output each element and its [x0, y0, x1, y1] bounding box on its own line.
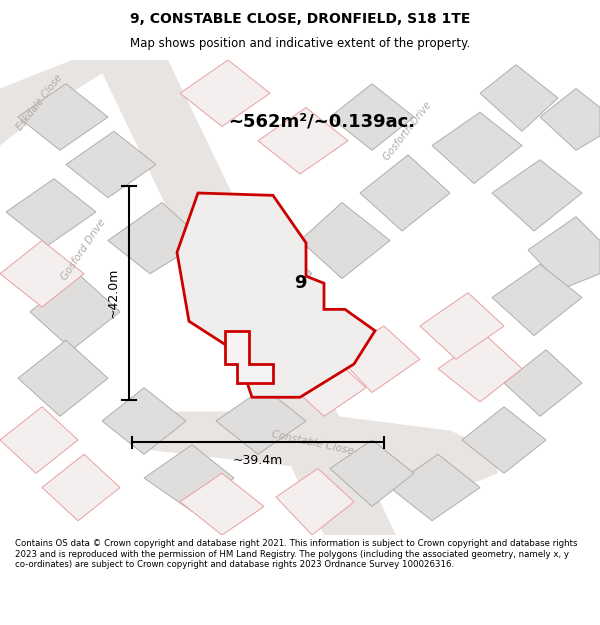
Polygon shape: [225, 331, 273, 383]
Polygon shape: [288, 354, 366, 416]
Polygon shape: [180, 60, 270, 126]
Polygon shape: [42, 454, 120, 521]
Text: Gosford Drive: Gosford Drive: [60, 217, 108, 282]
Polygon shape: [390, 454, 480, 521]
Polygon shape: [0, 241, 84, 307]
Text: Eskdale Close: Eskdale Close: [14, 73, 64, 132]
Text: ~42.0m: ~42.0m: [107, 268, 120, 318]
Polygon shape: [438, 336, 522, 402]
Text: Contains OS data © Crown copyright and database right 2021. This information is : Contains OS data © Crown copyright and d…: [15, 539, 577, 569]
Polygon shape: [432, 112, 522, 184]
Polygon shape: [300, 202, 390, 279]
Text: Map shows position and indicative extent of the property.: Map shows position and indicative extent…: [130, 37, 470, 50]
Text: ~39.4m: ~39.4m: [233, 454, 283, 468]
Polygon shape: [504, 350, 582, 416]
Polygon shape: [540, 89, 600, 150]
Polygon shape: [30, 274, 120, 350]
Polygon shape: [330, 84, 414, 150]
Text: Gosforth Drive: Gosforth Drive: [382, 100, 434, 162]
Polygon shape: [462, 407, 546, 473]
Text: Constable Close: Constable Close: [270, 429, 354, 456]
Polygon shape: [228, 236, 312, 312]
Text: 9: 9: [294, 274, 306, 292]
Polygon shape: [480, 65, 558, 131]
Polygon shape: [120, 411, 498, 488]
Polygon shape: [66, 131, 156, 198]
Polygon shape: [102, 388, 186, 454]
Polygon shape: [0, 407, 78, 473]
Polygon shape: [492, 160, 582, 231]
Polygon shape: [336, 326, 420, 392]
Polygon shape: [492, 264, 582, 336]
Polygon shape: [180, 473, 264, 535]
Polygon shape: [0, 60, 144, 146]
Text: 9, CONSTABLE CLOSE, DRONFIELD, S18 1TE: 9, CONSTABLE CLOSE, DRONFIELD, S18 1TE: [130, 12, 470, 26]
Polygon shape: [258, 107, 348, 174]
Polygon shape: [276, 469, 354, 535]
Polygon shape: [18, 340, 108, 416]
Text: ~562m²/~0.139ac.: ~562m²/~0.139ac.: [228, 112, 415, 130]
Polygon shape: [18, 84, 108, 150]
Polygon shape: [216, 388, 306, 454]
Polygon shape: [420, 292, 504, 359]
Polygon shape: [96, 60, 396, 535]
Polygon shape: [108, 202, 204, 274]
Polygon shape: [144, 445, 234, 511]
Polygon shape: [177, 193, 375, 398]
Polygon shape: [360, 155, 450, 231]
Polygon shape: [6, 179, 96, 245]
Polygon shape: [528, 217, 600, 288]
Polygon shape: [330, 440, 414, 506]
